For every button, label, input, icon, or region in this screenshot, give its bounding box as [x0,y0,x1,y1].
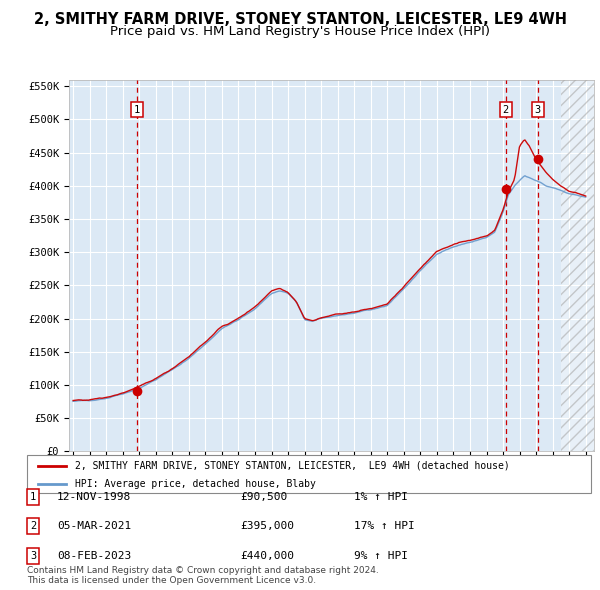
Text: 1: 1 [134,104,140,114]
Text: 2, SMITHY FARM DRIVE, STONEY STANTON, LEICESTER,  LE9 4WH (detached house): 2, SMITHY FARM DRIVE, STONEY STANTON, LE… [75,461,509,471]
Text: 12-NOV-1998: 12-NOV-1998 [57,492,131,502]
Text: 2: 2 [503,104,509,114]
Text: Contains HM Land Registry data © Crown copyright and database right 2024.: Contains HM Land Registry data © Crown c… [27,566,379,575]
Text: 17% ↑ HPI: 17% ↑ HPI [354,522,415,531]
Text: £395,000: £395,000 [240,522,294,531]
Bar [561,80,594,451]
FancyBboxPatch shape [27,455,591,493]
Text: £440,000: £440,000 [240,551,294,560]
Text: This data is licensed under the Open Government Licence v3.0.: This data is licensed under the Open Gov… [27,576,316,585]
Text: 08-FEB-2023: 08-FEB-2023 [57,551,131,560]
Text: 05-MAR-2021: 05-MAR-2021 [57,522,131,531]
Text: 3: 3 [30,551,36,560]
Text: HPI: Average price, detached house, Blaby: HPI: Average price, detached house, Blab… [75,480,316,490]
Text: 1: 1 [30,492,36,502]
Text: £90,500: £90,500 [240,492,287,502]
Text: 1% ↑ HPI: 1% ↑ HPI [354,492,408,502]
Text: 9% ↑ HPI: 9% ↑ HPI [354,551,408,560]
Text: Price paid vs. HM Land Registry's House Price Index (HPI): Price paid vs. HM Land Registry's House … [110,25,490,38]
Text: 2, SMITHY FARM DRIVE, STONEY STANTON, LEICESTER, LE9 4WH: 2, SMITHY FARM DRIVE, STONEY STANTON, LE… [34,12,566,27]
Bar [561,80,594,451]
Text: 3: 3 [535,104,541,114]
Text: 2: 2 [30,522,36,531]
